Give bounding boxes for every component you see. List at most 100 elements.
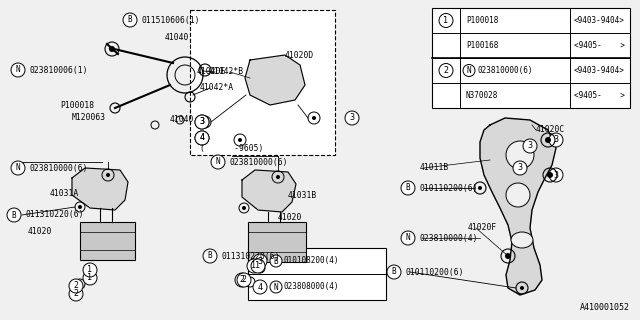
Circle shape <box>123 13 137 27</box>
Text: N: N <box>467 66 471 75</box>
Text: 41020E: 41020E <box>197 68 227 76</box>
Text: 2: 2 <box>74 282 79 291</box>
Text: B: B <box>12 211 16 220</box>
Text: 023810000(6): 023810000(6) <box>29 164 88 172</box>
Text: A410001052: A410001052 <box>580 303 630 312</box>
Text: B: B <box>208 252 212 260</box>
Text: 1: 1 <box>255 261 260 270</box>
Circle shape <box>242 206 246 210</box>
Circle shape <box>270 281 282 293</box>
Text: 2: 2 <box>444 66 449 75</box>
Circle shape <box>439 13 453 28</box>
Circle shape <box>505 253 511 259</box>
Circle shape <box>69 287 83 301</box>
Circle shape <box>195 115 209 129</box>
Circle shape <box>312 116 316 120</box>
Circle shape <box>195 131 209 145</box>
Circle shape <box>506 183 530 207</box>
Text: 2: 2 <box>239 276 244 284</box>
Text: P100018: P100018 <box>466 16 499 25</box>
Circle shape <box>276 175 280 179</box>
Ellipse shape <box>511 232 533 248</box>
Text: B: B <box>406 183 410 193</box>
Circle shape <box>345 111 359 125</box>
Text: N: N <box>216 157 220 166</box>
Text: 023810000(6): 023810000(6) <box>477 66 532 75</box>
Text: 011310220(6): 011310220(6) <box>25 211 83 220</box>
Circle shape <box>523 139 537 153</box>
Circle shape <box>513 161 527 175</box>
Circle shape <box>247 259 261 273</box>
Text: 1: 1 <box>444 16 449 25</box>
Circle shape <box>439 63 453 77</box>
Circle shape <box>237 273 251 287</box>
Circle shape <box>401 231 415 245</box>
Text: 3: 3 <box>257 257 262 266</box>
Text: 41040: 41040 <box>170 116 195 124</box>
Circle shape <box>463 65 475 76</box>
Text: 023810000(4): 023810000(4) <box>419 234 477 243</box>
Text: 41020F: 41020F <box>468 223 497 233</box>
Text: (      -9605): ( -9605) <box>200 143 264 153</box>
Circle shape <box>238 138 242 142</box>
Text: N: N <box>274 283 278 292</box>
Text: <9405-    >: <9405- > <box>574 91 625 100</box>
Circle shape <box>211 155 225 169</box>
Circle shape <box>549 133 563 147</box>
Circle shape <box>7 208 21 222</box>
Circle shape <box>270 255 282 267</box>
Text: 41040: 41040 <box>165 34 189 43</box>
Text: 011310220(6): 011310220(6) <box>221 252 280 260</box>
Text: 3: 3 <box>527 141 532 150</box>
Circle shape <box>506 141 534 169</box>
Text: 41042*B: 41042*B <box>210 68 244 76</box>
Circle shape <box>83 263 97 277</box>
Text: 2: 2 <box>241 276 246 284</box>
Text: 010108200(4): 010108200(4) <box>284 257 339 266</box>
Circle shape <box>195 115 209 129</box>
Text: 41020D: 41020D <box>285 51 314 60</box>
Circle shape <box>88 268 92 272</box>
Circle shape <box>11 161 25 175</box>
Text: P100018: P100018 <box>60 100 94 109</box>
Circle shape <box>253 254 267 268</box>
Circle shape <box>69 279 83 293</box>
Polygon shape <box>480 118 556 295</box>
Bar <box>248 248 386 300</box>
Text: 1: 1 <box>88 274 93 283</box>
Text: 4: 4 <box>257 283 262 292</box>
Circle shape <box>11 63 25 77</box>
Circle shape <box>387 265 401 279</box>
Text: <9403-9404>: <9403-9404> <box>574 66 625 75</box>
Circle shape <box>106 173 110 177</box>
Text: N370028: N370028 <box>466 91 499 100</box>
Circle shape <box>203 249 217 263</box>
Polygon shape <box>242 170 296 212</box>
Bar <box>80 222 135 260</box>
Text: B: B <box>128 15 132 25</box>
Text: 2: 2 <box>74 290 79 299</box>
Text: 1: 1 <box>252 261 257 270</box>
Text: 1: 1 <box>88 266 93 275</box>
Text: N: N <box>16 66 20 75</box>
Text: 010110200(6): 010110200(6) <box>419 183 477 193</box>
Text: 023810000(6): 023810000(6) <box>229 157 287 166</box>
Text: 3: 3 <box>349 114 355 123</box>
Bar <box>432 8 630 108</box>
Circle shape <box>549 168 563 182</box>
Text: B: B <box>274 257 278 266</box>
Text: 3: 3 <box>554 171 559 180</box>
Text: 41031B: 41031B <box>288 191 317 201</box>
Circle shape <box>547 172 553 178</box>
Text: 3: 3 <box>518 164 522 172</box>
Text: 41011B: 41011B <box>420 164 449 172</box>
Text: 3: 3 <box>200 117 205 126</box>
Text: B: B <box>392 268 396 276</box>
Circle shape <box>83 271 97 285</box>
Text: N: N <box>406 234 410 243</box>
Text: 41031A: 41031A <box>50 189 79 198</box>
Text: N: N <box>16 164 20 172</box>
Circle shape <box>258 266 262 270</box>
Circle shape <box>520 286 524 290</box>
Circle shape <box>195 131 209 145</box>
